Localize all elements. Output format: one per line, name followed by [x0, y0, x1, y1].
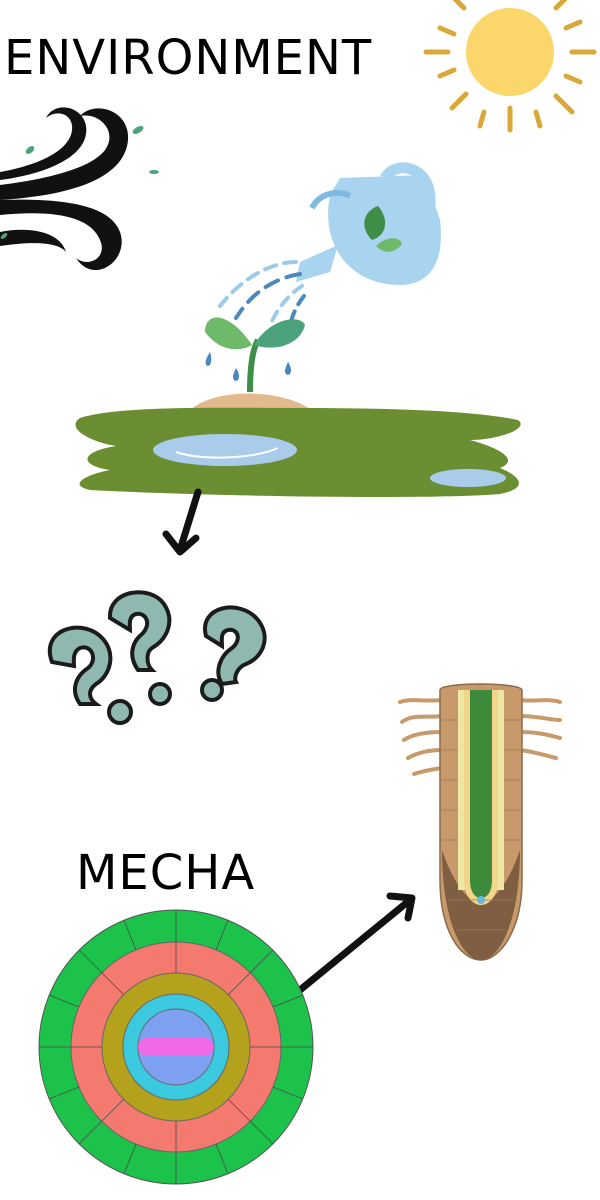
sun-icon	[423, 0, 597, 133]
puddle-ground-icon	[75, 407, 521, 497]
root-tip-icon	[398, 683, 562, 961]
arrow-icon	[162, 488, 202, 556]
watering-can-icon	[296, 162, 441, 285]
question-marks-icon	[47, 590, 267, 725]
sprout-icon	[190, 317, 312, 410]
environment-title: ENVIRONMENT	[4, 30, 373, 86]
water-stream-icon	[218, 260, 306, 328]
mecha-title: MECHA	[76, 845, 256, 901]
root-cross-section-icon	[38, 909, 314, 1185]
wind-icon	[0, 107, 159, 271]
arrow-icon	[296, 892, 416, 994]
